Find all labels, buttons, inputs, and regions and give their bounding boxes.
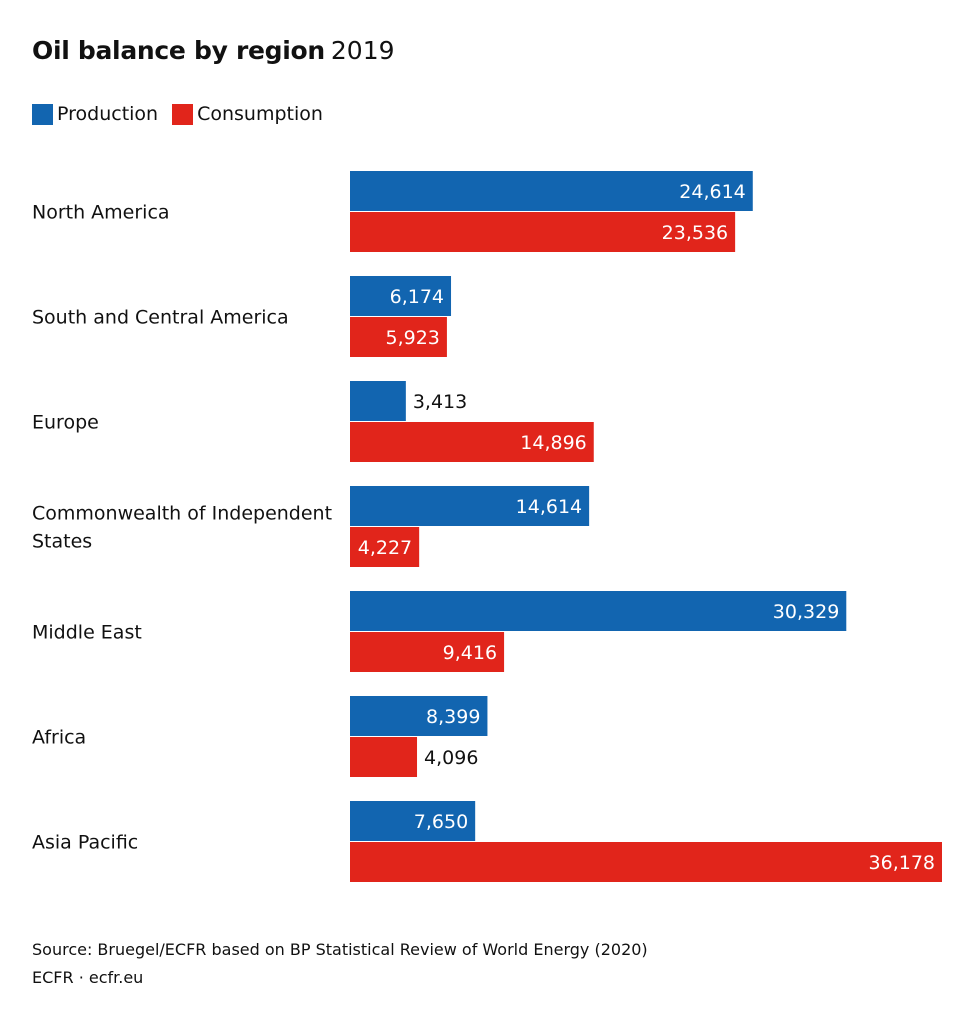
category-label-middle-east: Middle East [32, 622, 142, 644]
data-label-production-north-america: 24,614 [679, 181, 745, 203]
bar-production-africa [350, 696, 488, 736]
bar-production-north-america [350, 171, 753, 211]
legend-swatch-production [32, 103, 53, 125]
category-label-africa: Africa [32, 727, 86, 749]
chart-subtitle: 2019 [330, 36, 395, 65]
bar-production-asia-pacific [350, 801, 476, 841]
bar-consumption-africa [350, 737, 418, 777]
chart-footer: Source: Bruegel/ECFR based on BP Statist… [32, 936, 648, 992]
chart-title-text: Oil balance by region [32, 36, 325, 65]
category-label-europe: Europe [32, 412, 99, 434]
data-label-consumption-europe: 14,896 [520, 432, 586, 454]
bar-production-south-and-central-america [350, 276, 452, 316]
legend-item-consumption: Consumption [172, 101, 323, 127]
data-label-production-commonwealth-of-independent-states: 14,614 [516, 496, 582, 518]
data-label-consumption-middle-east: 9,416 [443, 642, 497, 664]
data-label-production-europe: 3,413 [413, 391, 467, 413]
bar-consumption-middle-east [350, 632, 505, 672]
legend-label-production: Production [57, 103, 159, 125]
bar-consumption-commonwealth-of-independent-states [350, 527, 420, 567]
data-label-production-south-and-central-america: 6,174 [390, 286, 444, 308]
category-label-commonwealth-of-independent-states-line-1: Commonwealth of Independent [32, 503, 332, 525]
data-label-consumption-south-and-central-america: 5,923 [386, 327, 440, 349]
data-label-consumption-africa: 4,096 [424, 747, 478, 769]
legend-label-consumption: Consumption [197, 103, 323, 125]
category-label-asia-pacific: Asia Pacific [32, 832, 138, 854]
legend-item-production: Production [32, 101, 158, 127]
credit-note: ECFR · ecfr.eu [32, 968, 144, 987]
bar-consumption-europe [350, 422, 594, 462]
bar-consumption-north-america [350, 212, 736, 252]
bar-consumption-south-and-central-america [350, 317, 447, 357]
legend-swatch-consumption [172, 103, 194, 125]
data-label-consumption-north-america: 23,536 [662, 222, 728, 244]
bar-production-europe [350, 381, 406, 421]
data-label-production-middle-east: 30,329 [773, 601, 839, 623]
data-label-consumption-commonwealth-of-independent-states: 4,227 [358, 537, 412, 559]
data-label-consumption-asia-pacific: 36,178 [869, 852, 935, 874]
bar-production-middle-east [350, 591, 847, 631]
chart-legend: Production Consumption [32, 101, 337, 127]
source-note: Source: Bruegel/ECFR based on BP Statist… [32, 940, 648, 959]
data-label-production-africa: 8,399 [426, 706, 480, 728]
bar-production-commonwealth-of-independent-states [350, 486, 590, 526]
category-label-south-and-central-america: South and Central America [32, 307, 289, 329]
data-label-production-asia-pacific: 7,650 [414, 811, 468, 833]
bar-consumption-asia-pacific [350, 842, 942, 882]
category-label-commonwealth-of-independent-states-line-2: States [32, 531, 92, 553]
category-label-north-america: North America [32, 202, 170, 224]
chart-title: Oil balance by region 2019 [32, 34, 395, 68]
